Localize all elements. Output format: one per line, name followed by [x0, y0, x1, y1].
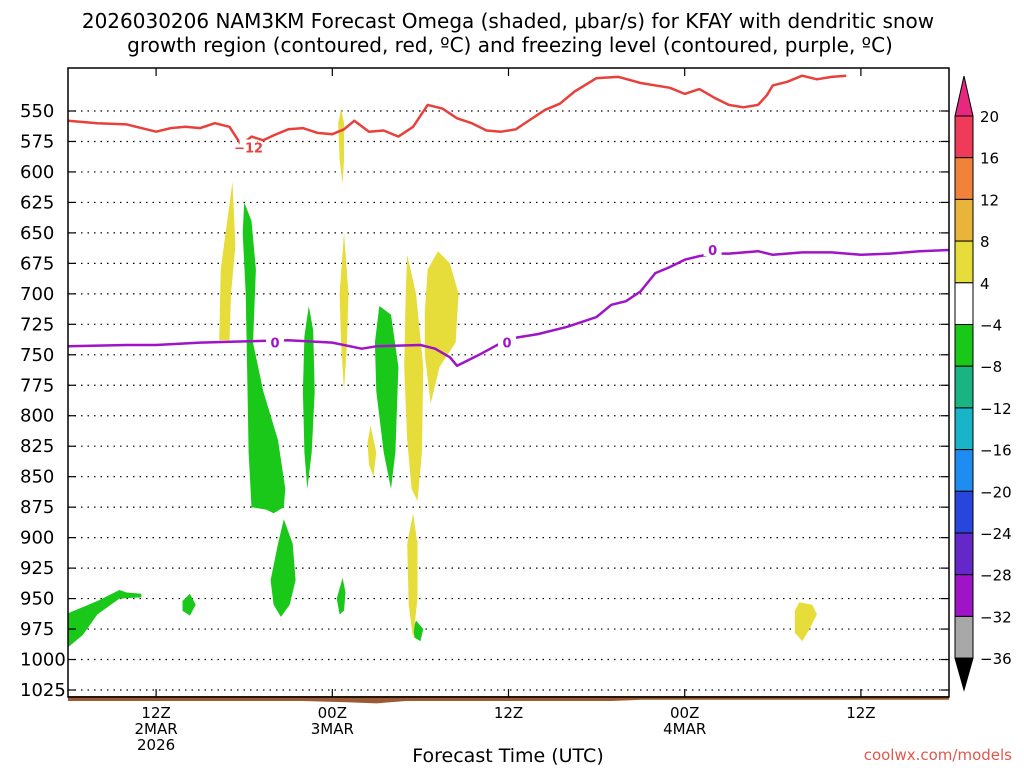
colorbar-swatch [954, 198, 974, 242]
colorbar-label: 8 [980, 233, 990, 251]
x-tick-label: 2026 [137, 736, 175, 754]
y-tick-label: 725 [20, 314, 54, 335]
colorbar: 20 16 12 8 4 −4 −8 −12 −16 −20 −24 −28 −32 −36 [954, 75, 1012, 692]
y-tick-label: 550 [20, 101, 54, 122]
y-tick-label: 650 [20, 223, 54, 244]
x-tick-label: 12Z [846, 704, 875, 722]
y-tick-label: 1000 [20, 650, 66, 671]
y-tick-label: 775 [20, 375, 54, 396]
freezing-contour-label: 0 [503, 337, 512, 352]
colorbar-label: −32 [980, 608, 1012, 626]
colorbar-label: −12 [980, 400, 1012, 418]
y-tick-label: 600 [20, 162, 54, 183]
colorbar-label: −16 [980, 442, 1012, 460]
dgz-contour-label-bg [239, 139, 258, 154]
omega-region [424, 251, 459, 404]
omega-region [182, 593, 196, 616]
x-tick-label: 12Z [141, 704, 170, 722]
omega-region [242, 202, 286, 514]
y-tick-label: 975 [20, 619, 54, 640]
omega-region [338, 108, 344, 185]
colorbar-label: 4 [980, 275, 990, 293]
colorbar-swatch [954, 574, 974, 617]
freezing-contour-label: 0 [271, 337, 280, 352]
colorbar-swatch [954, 324, 974, 367]
colorbar-label: −4 [980, 317, 1002, 335]
omega-region [68, 590, 142, 648]
colorbar-swatch [954, 365, 974, 409]
omega-region [367, 425, 377, 477]
terrain-band [68, 696, 949, 704]
colorbar-swatch [954, 615, 974, 659]
colorbar-label: 16 [980, 150, 999, 168]
colorbar-bottom-arrow [954, 657, 974, 692]
colorbar-swatch [954, 157, 974, 200]
colorbar-label: 12 [980, 191, 999, 209]
freezing-level-contour [67, 248, 950, 368]
plot-area: −12 0 0 0 [67, 67, 950, 704]
colorbar-label: −28 [980, 567, 1012, 585]
chart-title-line2: growth region (contoured, red, ºC) and f… [127, 33, 893, 57]
y-tick-label: 925 [20, 558, 54, 579]
colorbar-swatch [954, 407, 974, 451]
freezing-contour-label-bg [266, 334, 285, 349]
colorbar-top-arrow [954, 75, 974, 117]
omega-region [407, 513, 418, 639]
y-tick-label: 625 [20, 192, 54, 213]
colorbar-swatch [954, 532, 974, 576]
y-tick-label: 675 [20, 253, 54, 274]
freezing-contour-label: 0 [708, 244, 717, 259]
y-tick-label: 1025 [20, 680, 66, 701]
colorbar-label: 20 [980, 108, 999, 126]
dgz-minus12-contour [67, 74, 847, 147]
x-tick-label: 00Z [318, 704, 347, 722]
colorbar-swatch [954, 449, 974, 492]
credit-text: coolwx.com/models [864, 746, 1012, 764]
colorbar-swatch [954, 490, 974, 534]
freezing-contour-label-bg [703, 241, 722, 256]
x-tick-label: 3MAR [311, 720, 354, 738]
y-tick-label: 900 [20, 528, 54, 549]
y-axis: 550 575 600 625 650 675 700 725 750 775 800 825 850 8… [20, 101, 949, 701]
y-tick-label: 850 [20, 467, 54, 488]
omega-region [413, 620, 424, 642]
colorbar-label: −8 [980, 358, 1002, 376]
x-tick-label: 12Z [494, 704, 523, 722]
y-tick-label: 950 [20, 589, 54, 610]
x-tick-label: 00Z [670, 704, 699, 722]
y-tick-label: 575 [20, 131, 54, 152]
omega-region [404, 254, 424, 502]
dgz-contour-label: −12 [234, 142, 263, 157]
colorbar-swatch [954, 115, 974, 159]
omega-region [270, 519, 296, 617]
terrain-fill [68, 696, 949, 704]
colorbar-swatch [954, 240, 974, 284]
omega-shading [68, 108, 817, 648]
colorbar-swatch [954, 282, 974, 325]
omega-region [336, 577, 346, 615]
chart-title-line1: 2026030206 NAM3KM Forecast Omega (shaded… [82, 9, 934, 33]
omega-region [302, 306, 315, 489]
contours: −12 0 0 0 [67, 74, 950, 368]
omega-region [374, 306, 399, 489]
omega-region [794, 602, 817, 642]
x-tick-label: 2MAR [135, 720, 178, 738]
colorbar-label: −24 [980, 525, 1012, 543]
omega-region [219, 181, 236, 341]
omega-region [339, 232, 349, 392]
x-axis-label: Forecast Time (UTC) [412, 745, 603, 767]
y-tick-label: 800 [20, 406, 54, 427]
x-tick-label: 4MAR [663, 720, 706, 738]
y-tick-label: 875 [20, 497, 54, 518]
plot-background [68, 68, 949, 697]
colorbar-label: −20 [980, 483, 1012, 501]
y-tick-label: 750 [20, 345, 54, 366]
y-tick-label: 700 [20, 284, 54, 305]
freezing-contour-label-bg [498, 334, 517, 349]
y-tick-label: 825 [20, 436, 54, 457]
colorbar-label: −36 [980, 650, 1012, 668]
